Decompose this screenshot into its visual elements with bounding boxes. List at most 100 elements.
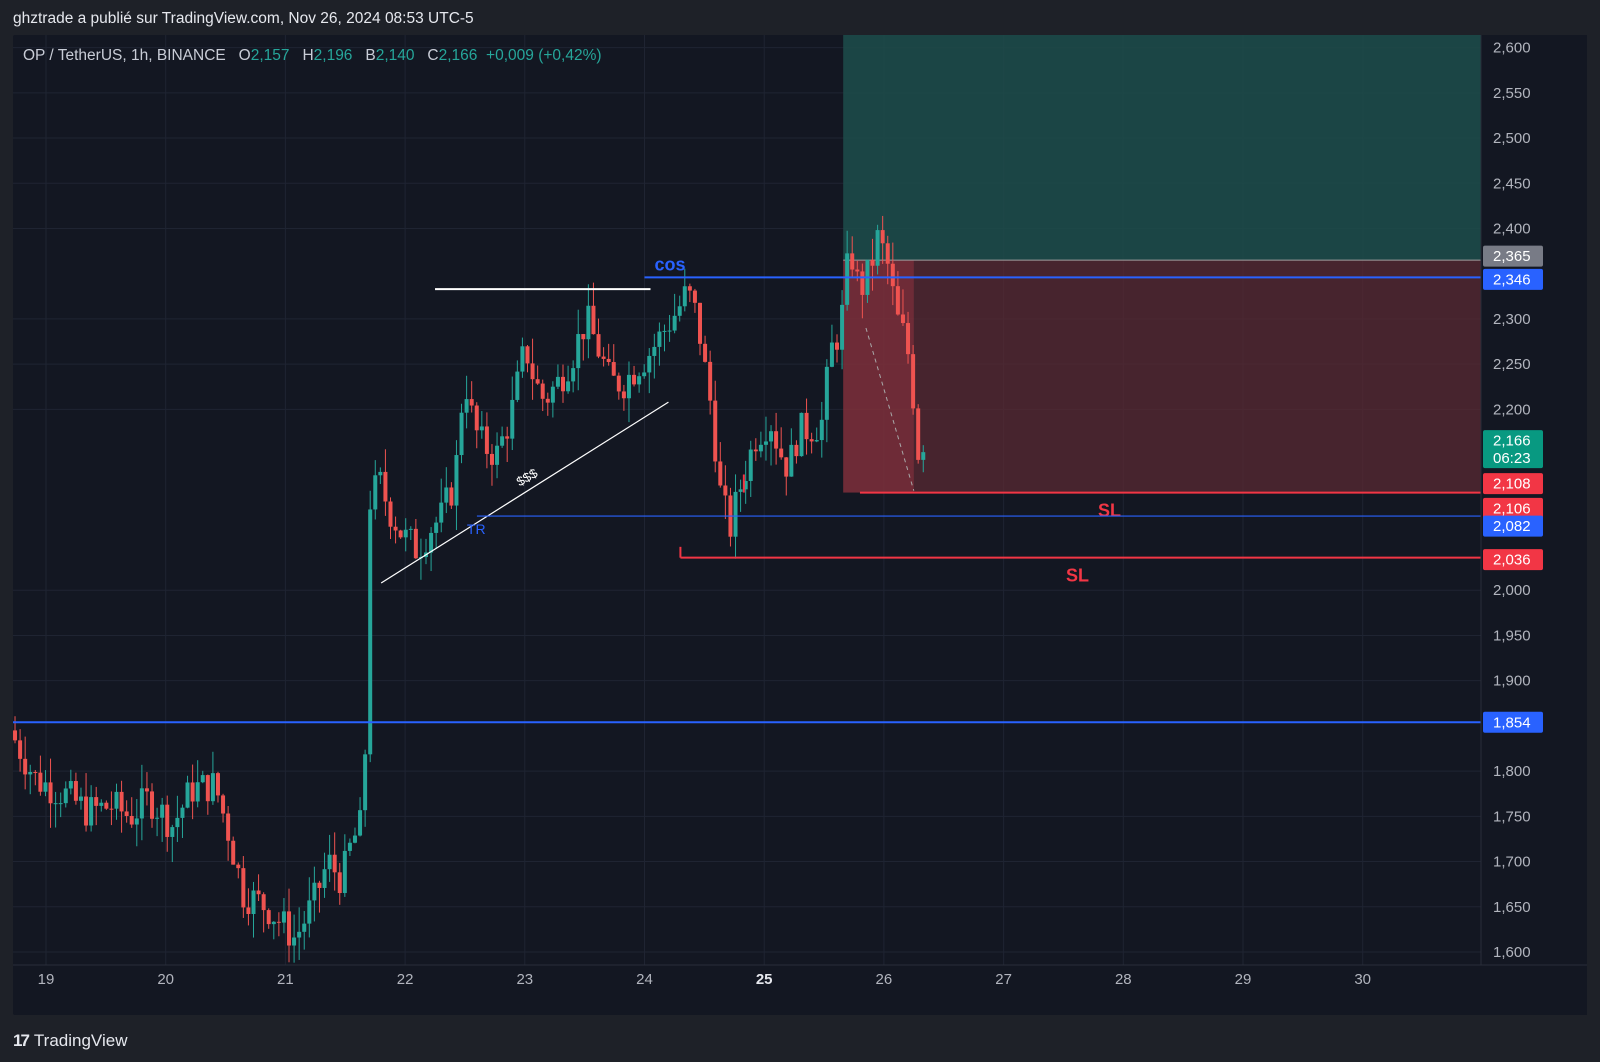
candle-body <box>895 286 900 315</box>
candle-body <box>276 921 281 923</box>
y-tick-label: 1,950 <box>1493 627 1531 644</box>
candle-body <box>784 457 789 477</box>
candle-body <box>530 363 535 380</box>
candle-body <box>48 782 53 804</box>
candle-body <box>352 835 357 843</box>
candle-body <box>114 791 119 809</box>
candle-body <box>429 532 434 553</box>
candle-body <box>561 376 566 392</box>
candle-body <box>129 815 134 825</box>
candle-body <box>469 399 474 406</box>
candle-body <box>525 346 530 364</box>
chart-panel[interactable]: $$$ cos SL TR SL 2,600 2,550 2,500 2,450 2,400 2,3… <box>13 35 1587 1015</box>
x-tick-label: 24 <box>636 971 653 988</box>
price-tag-red <box>1483 497 1543 519</box>
candle-body <box>251 890 256 915</box>
candle-body <box>672 315 677 331</box>
candle-body <box>535 379 540 384</box>
candle-body <box>616 375 621 392</box>
candle-body <box>393 526 398 531</box>
price-tag-gray <box>1483 245 1543 267</box>
candle-body <box>292 937 297 946</box>
candle-body <box>68 781 73 789</box>
symbol-label[interactable]: OP / TetherUS, 1h, BINANCE <box>23 47 226 64</box>
candle-body <box>231 840 236 865</box>
candle-body <box>43 782 48 792</box>
candle-body <box>373 475 378 510</box>
target-zone <box>843 35 1481 261</box>
candle-body <box>804 412 809 440</box>
stop-zone-active <box>843 260 914 493</box>
candle-body <box>799 412 804 457</box>
candle-body <box>160 804 165 818</box>
candle-body <box>692 290 697 303</box>
candle-body <box>408 528 413 530</box>
open-label: O <box>238 47 251 64</box>
candle-body <box>515 371 520 400</box>
price-tag-green <box>1483 430 1543 469</box>
trendline <box>380 401 669 584</box>
candle-body <box>733 491 738 537</box>
price-tag-label: 2,082 <box>1493 518 1531 535</box>
candle-body <box>723 485 728 496</box>
candle-body <box>454 455 459 506</box>
y-tick-label: 1,650 <box>1493 899 1531 916</box>
candle-body <box>332 854 337 873</box>
candle-body <box>78 796 83 801</box>
candle-body <box>73 781 78 801</box>
candle-body <box>545 398 550 403</box>
candle-body <box>880 230 885 244</box>
candle-body <box>383 471 388 502</box>
candle-body <box>860 271 865 295</box>
candle-body <box>647 355 652 373</box>
brand-footer[interactable]: 17 TradingView <box>13 1031 127 1051</box>
x-tick-label: 29 <box>1235 971 1252 988</box>
candle-body <box>520 346 525 372</box>
candle-body <box>642 372 647 377</box>
candle-body <box>144 788 149 792</box>
candle-body <box>591 305 596 335</box>
candle-body <box>347 842 352 851</box>
candle-body <box>246 907 251 915</box>
candle-body <box>667 330 672 332</box>
candle-body <box>495 445 500 465</box>
candle-body <box>677 306 682 316</box>
candle-body <box>109 808 114 810</box>
candle-body <box>444 487 449 503</box>
candle-body <box>210 773 215 802</box>
candle-body <box>632 374 637 385</box>
candle-body <box>342 850 347 894</box>
candle-body <box>789 444 794 477</box>
x-tick-label: 23 <box>516 971 533 988</box>
candle-body <box>302 923 307 932</box>
candle-body <box>226 813 231 841</box>
candle-body <box>845 253 850 305</box>
candle-body <box>89 797 94 826</box>
candle-body <box>835 342 840 350</box>
candle-body <box>358 810 363 836</box>
candle-body <box>155 817 160 819</box>
candle-body <box>150 791 155 819</box>
candle-body <box>287 911 292 946</box>
tradingview-logo-icon: 17 <box>13 1031 30 1050</box>
candle-body <box>195 782 200 802</box>
candle-body <box>489 453 494 465</box>
candle-body <box>479 426 484 431</box>
candle-body <box>241 868 246 908</box>
candle-body <box>652 346 657 356</box>
candle-body <box>875 230 880 266</box>
candle-body <box>413 528 418 559</box>
price-tag-red <box>1483 549 1543 571</box>
brand-name: TradingView <box>33 1031 128 1050</box>
candle-body <box>774 431 779 449</box>
candle-body <box>829 342 834 367</box>
candle-body <box>439 502 444 523</box>
candle-body <box>180 807 185 818</box>
y-tick-label: 2,250 <box>1493 356 1531 373</box>
candle-body <box>687 286 692 291</box>
candle-body <box>662 330 667 332</box>
price-chart[interactable]: $$$cosSLTRSL2,6002,5502,5002,4502,4002,3… <box>13 35 1587 1015</box>
candle-body <box>900 314 905 324</box>
candle-body <box>256 890 261 895</box>
candle-body <box>368 509 373 755</box>
